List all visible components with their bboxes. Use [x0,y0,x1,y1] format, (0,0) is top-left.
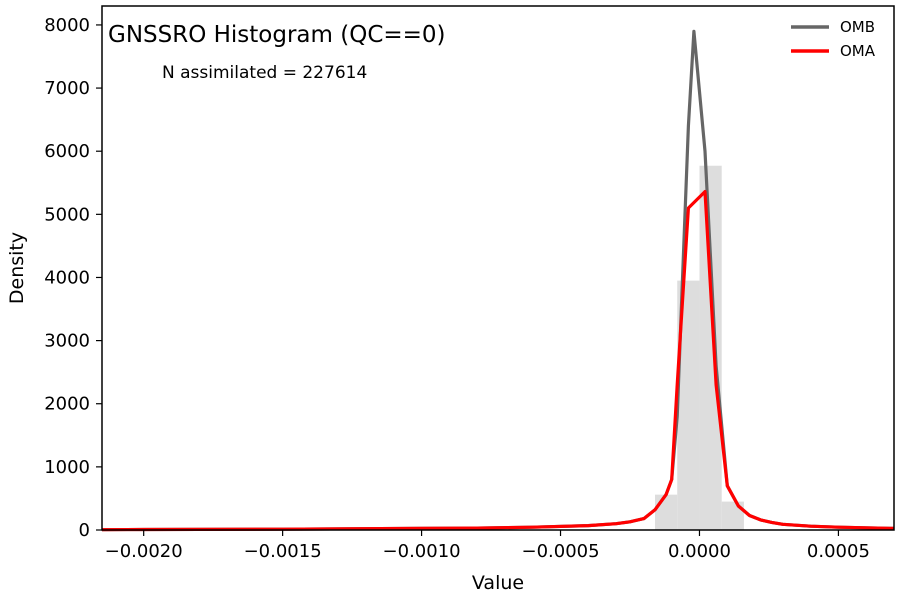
y-tick-label: 1000 [44,457,90,478]
series-line-omb [101,29,895,532]
histogram-bar [699,165,722,531]
x-tick-label: 0.0005 [807,541,870,562]
x-tick-label: −0.0020 [105,541,183,562]
plot-frame [101,5,895,531]
series-lines [101,29,895,532]
assimilated-count-annotation: N assimilated = 227614 [162,63,367,83]
y-tick-label: 7000 [44,78,90,99]
chart-title: GNSSRO Histogram (QC==0) [108,22,446,48]
histogram-bars [655,165,744,531]
y-tick-label: 4000 [44,267,90,288]
x-axis-ticks: −0.0020 −0.0015 −0.0010 −0.0005 0.0000 0.0005 [105,530,870,562]
y-tick-label: 8000 [44,15,90,36]
y-axis-ticks: 0 1000 2000 3000 4000 5000 6000 7000 8000 [44,15,102,541]
y-tick-label: 0 [79,520,90,541]
legend: OMB OMA [791,18,876,60]
x-axis-label: Value [472,572,524,594]
histogram-bar [721,501,744,530]
x-tick-label: −0.0010 [383,541,461,562]
y-axis-label: Density [6,232,28,304]
y-tick-label: 2000 [44,394,90,415]
histogram-bar [677,280,700,530]
series-line-oma [101,190,895,532]
y-tick-label: 6000 [44,141,90,162]
x-tick-label: −0.0015 [244,541,322,562]
histogram-bar [655,494,678,530]
y-tick-label: 5000 [44,204,90,225]
x-tick-label: 0.0000 [668,541,731,562]
x-tick-label: −0.0005 [521,541,599,562]
legend-label-omb: OMB [840,18,875,36]
legend-label-oma: OMA [840,42,876,60]
y-tick-label: 3000 [44,331,90,352]
